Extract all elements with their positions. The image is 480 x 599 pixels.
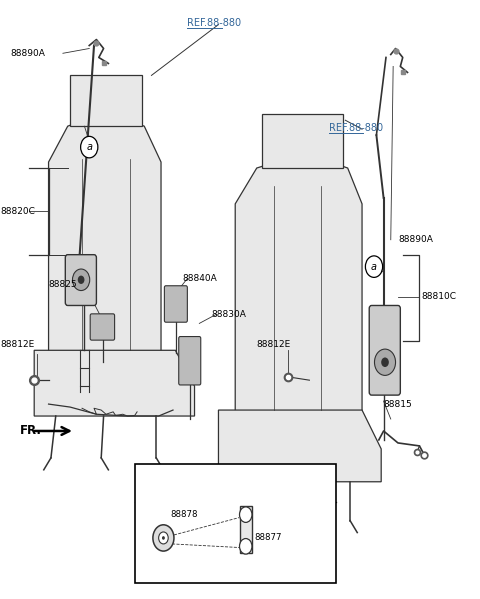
Bar [135,464,336,583]
Circle shape [78,276,84,284]
Text: a: a [86,142,92,152]
Text: 88877: 88877 [254,534,282,543]
Circle shape [162,536,165,540]
Polygon shape [240,506,252,553]
Circle shape [81,137,98,158]
Circle shape [381,358,389,367]
Text: 88815: 88815 [384,400,412,409]
Circle shape [153,525,174,551]
FancyBboxPatch shape [65,255,96,305]
Text: 88810C: 88810C [422,292,457,301]
Circle shape [158,532,168,544]
Circle shape [240,507,252,522]
FancyBboxPatch shape [179,337,201,385]
Text: 88830A: 88830A [211,310,246,319]
Circle shape [72,269,90,291]
Text: 88812E: 88812E [257,340,291,349]
Circle shape [240,539,252,554]
Text: 88890A: 88890A [398,235,433,244]
Polygon shape [218,410,381,482]
Text: 88878: 88878 [170,510,198,519]
Text: FR.: FR. [20,425,42,437]
FancyBboxPatch shape [164,286,187,322]
Text: REF.88-880: REF.88-880 [187,18,241,28]
Text: 88825: 88825 [48,280,77,289]
Polygon shape [262,114,343,168]
Text: a: a [371,262,377,271]
Polygon shape [235,153,362,419]
Text: REF.88-880: REF.88-880 [328,123,383,133]
Circle shape [365,256,383,277]
FancyBboxPatch shape [90,314,115,340]
Text: 88840A: 88840A [182,274,217,283]
Polygon shape [48,111,161,359]
Text: a: a [147,477,154,488]
Circle shape [374,349,396,376]
Text: 88890A: 88890A [10,49,45,58]
Polygon shape [70,75,142,126]
Text: 88812E: 88812E [0,340,35,349]
Circle shape [143,473,158,492]
FancyBboxPatch shape [369,305,400,395]
Text: 88820C: 88820C [0,207,36,216]
Polygon shape [34,350,194,416]
